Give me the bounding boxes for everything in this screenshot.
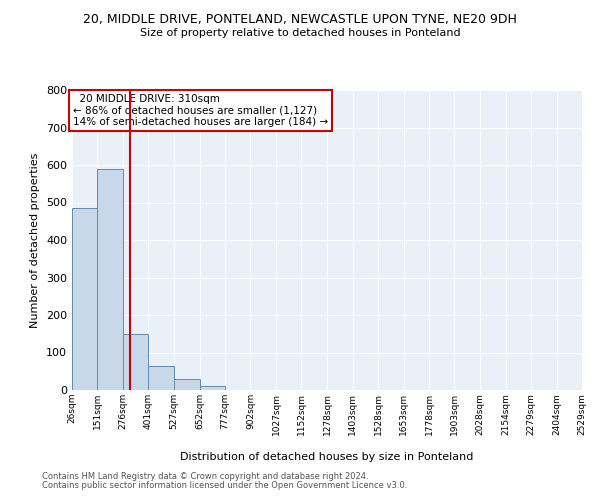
Bar [200,386,225,390]
Text: Size of property relative to detached houses in Ponteland: Size of property relative to detached ho… [140,28,460,38]
Bar [174,379,200,390]
Y-axis label: Number of detached properties: Number of detached properties [31,152,40,328]
Text: Contains HM Land Registry data © Crown copyright and database right 2024.: Contains HM Land Registry data © Crown c… [42,472,368,481]
Bar [97,169,123,390]
Text: 20, MIDDLE DRIVE, PONTELAND, NEWCASTLE UPON TYNE, NE20 9DH: 20, MIDDLE DRIVE, PONTELAND, NEWCASTLE U… [83,12,517,26]
Text: 20 MIDDLE DRIVE: 310sqm
← 86% of detached houses are smaller (1,127)
14% of semi: 20 MIDDLE DRIVE: 310sqm ← 86% of detache… [73,94,328,127]
Text: Contains public sector information licensed under the Open Government Licence v3: Contains public sector information licen… [42,481,407,490]
Text: Distribution of detached houses by size in Ponteland: Distribution of detached houses by size … [181,452,473,462]
Bar [123,334,148,390]
Bar [72,208,97,390]
Bar [148,366,174,390]
